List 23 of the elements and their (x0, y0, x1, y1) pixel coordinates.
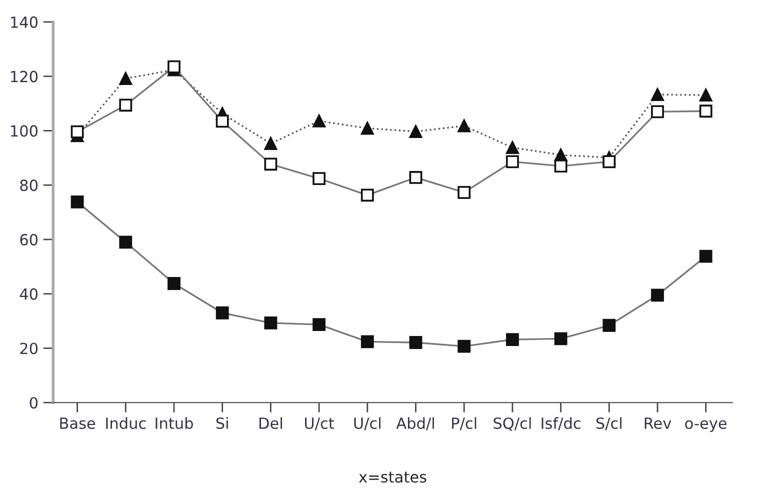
x-tick-label: U/cl (354, 417, 380, 430)
x-tick-label: Induc (106, 417, 146, 430)
x-tick-label: Rev (644, 418, 672, 430)
y-tick-label: 80 (20, 180, 38, 192)
y-tick-label: 40 (20, 288, 38, 300)
x-tick-label: P/cl (452, 417, 476, 430)
x-axis-title: x=states (358, 472, 426, 483)
x-tick-label: Intub (156, 417, 193, 430)
y-tick-label: 20 (20, 342, 38, 354)
y-tick-label: 0 (30, 397, 38, 409)
y-tick-label: 100 (11, 125, 38, 137)
y-tick-label: 140 (11, 16, 38, 28)
x-tick-label: Isf/dc (542, 417, 580, 430)
x-tick-label: SQ/cl (494, 417, 531, 431)
x-tick-label: Del (259, 417, 282, 430)
y-tick-label: 120 (11, 70, 38, 82)
x-tick-label: Abd/l (396, 417, 434, 430)
x-tick-label: o-eye (685, 420, 727, 432)
x-tick-label: Base (60, 418, 96, 430)
x-tick-label: Si (216, 417, 228, 430)
x-tick-label: U/ct (305, 418, 334, 430)
y-tick-label: 60 (20, 234, 38, 246)
x-tick-label: S/cl (596, 417, 622, 430)
